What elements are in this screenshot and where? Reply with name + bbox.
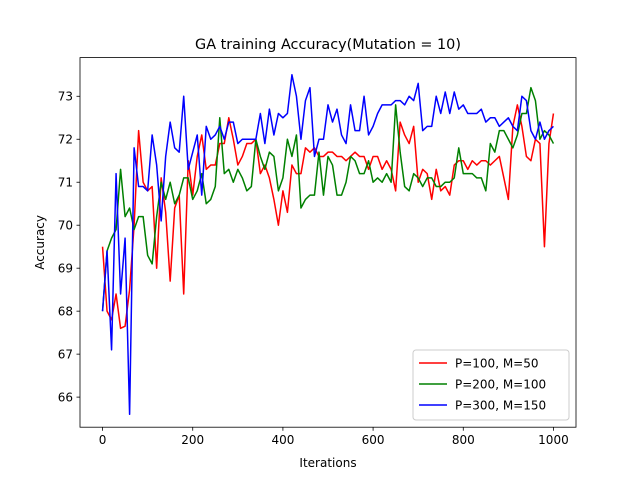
- y-tick-label: 66: [58, 390, 73, 404]
- plot-area: [101, 74, 555, 416]
- series-line-2: [101, 86, 555, 312]
- x-tick-label: 400: [271, 433, 294, 447]
- series-line-3: [101, 74, 554, 416]
- legend-label-3: P=300, M=150: [455, 398, 546, 412]
- legend-label-1: P=100, M=50: [455, 356, 539, 370]
- x-tick-label: 600: [362, 433, 385, 447]
- y-tick-label: 72: [58, 133, 73, 147]
- legend-label-2: P=200, M=100: [455, 377, 546, 391]
- y-tick-label: 71: [58, 176, 73, 190]
- x-tick-label: 1000: [538, 433, 569, 447]
- y-tick-label: 68: [58, 304, 73, 318]
- legend-box: [412, 349, 570, 421]
- y-tick-label: 70: [58, 219, 73, 233]
- x-axis-label: Iterations: [299, 456, 356, 470]
- y-tick-label: 73: [58, 90, 73, 104]
- legend: P=100, M=50 P=200, M=100 P=300, M=150: [412, 349, 570, 421]
- y-tick-label: 69: [58, 261, 73, 275]
- y-tick-label: 67: [58, 347, 73, 361]
- x-tick-label: 0: [99, 433, 107, 447]
- x-axis: 0 200 400 600 800 1000: [99, 427, 569, 447]
- y-axis-label: Accuracy: [33, 215, 47, 270]
- y-axis: 66 67 68 69 70 71 72 73: [58, 90, 80, 404]
- chart-title: GA training Accuracy(Mutation = 10): [195, 37, 461, 53]
- x-tick-label: 200: [181, 433, 204, 447]
- x-tick-label: 800: [452, 433, 475, 447]
- plot-frame: [79, 57, 577, 428]
